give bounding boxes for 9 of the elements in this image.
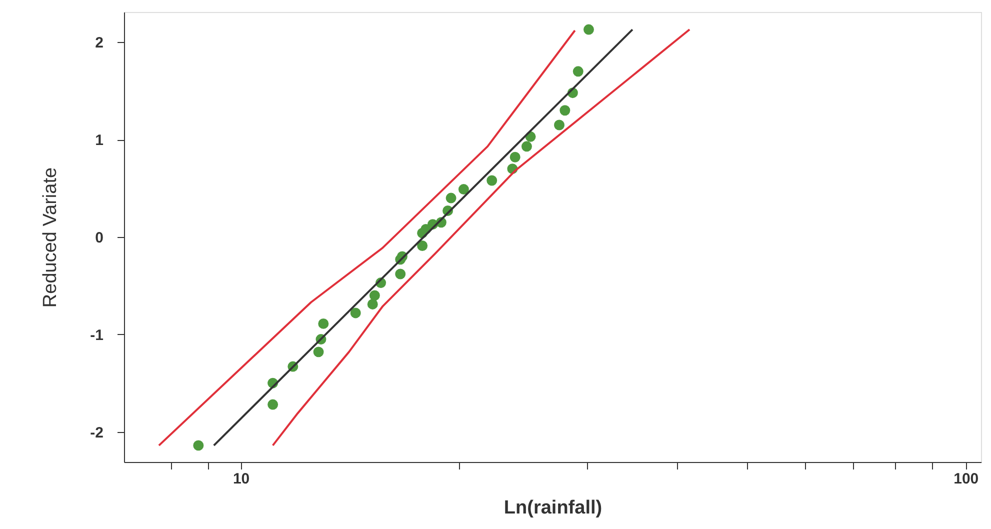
y-tick-label: 2 bbox=[95, 34, 104, 52]
x-tick-label: 100 bbox=[954, 470, 979, 488]
y-tick-label: -1 bbox=[90, 326, 104, 344]
x-tick-label: 10 bbox=[232, 470, 250, 488]
y-axis-title: Reduced Variate bbox=[40, 167, 62, 308]
x-axis-title: Ln(rainfall) bbox=[504, 498, 602, 518]
y-tick-label: -2 bbox=[90, 424, 104, 442]
y-tick-label: 0 bbox=[95, 230, 104, 246]
y-tick-label: 1 bbox=[95, 132, 104, 150]
